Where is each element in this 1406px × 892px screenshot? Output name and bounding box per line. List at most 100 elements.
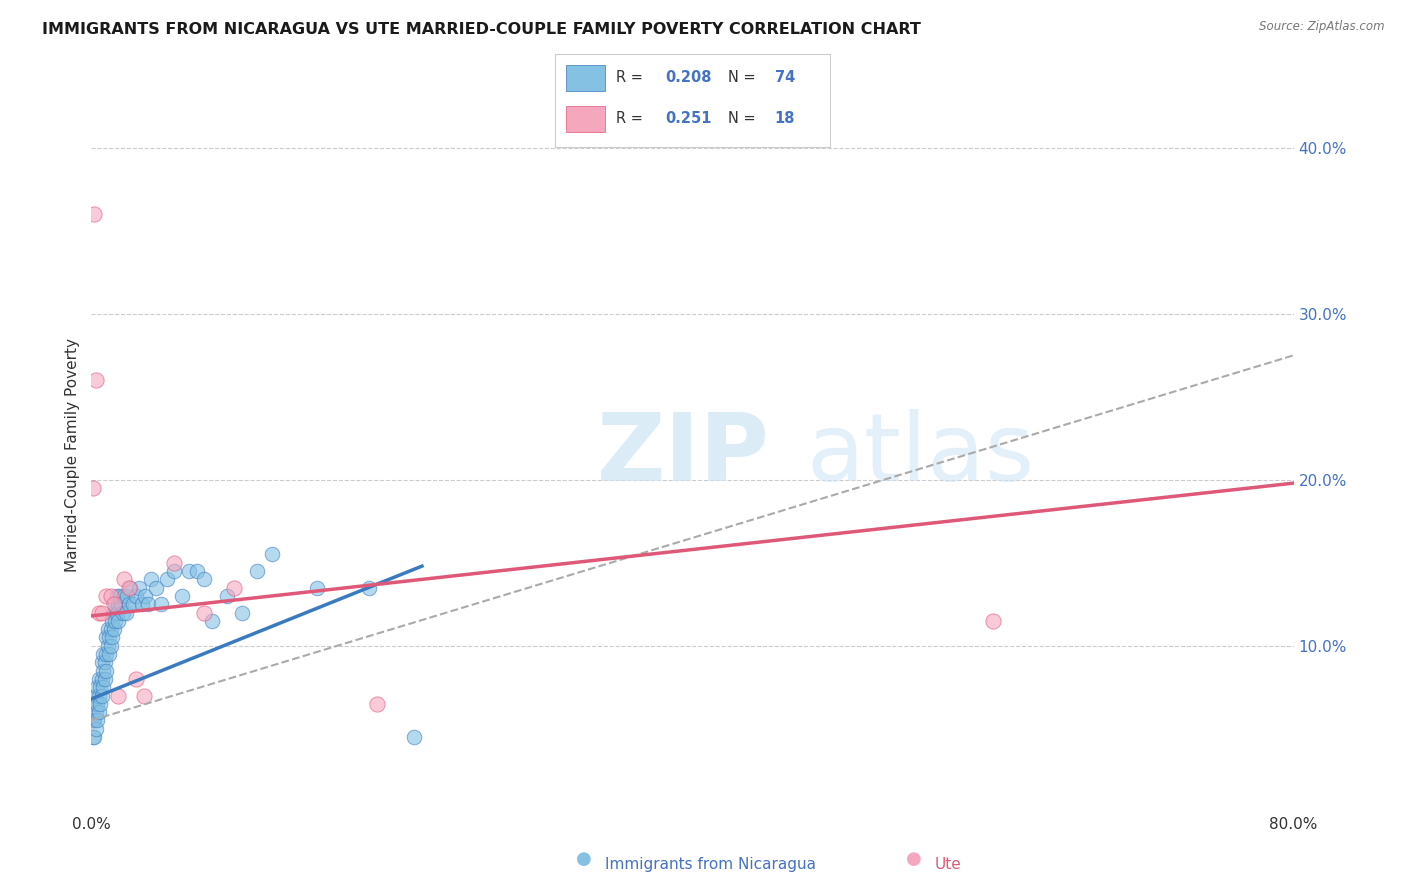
Point [141, 573, 163, 587]
Point [131, 597, 153, 611]
Point [82, 714, 104, 728]
Point [110, 597, 132, 611]
Point [359, 581, 381, 595]
Point [86, 714, 108, 728]
Point [132, 689, 155, 703]
Point [186, 564, 208, 578]
Point [138, 597, 160, 611]
Point [114, 589, 136, 603]
Point [98, 631, 121, 645]
Point [98, 647, 121, 661]
Point [83, 207, 105, 221]
Point [149, 597, 172, 611]
Point [118, 581, 141, 595]
Point [93, 664, 115, 678]
Point [260, 548, 283, 562]
Point [107, 614, 129, 628]
Bar [567, 65, 605, 91]
Point [96, 631, 118, 645]
Point [100, 639, 122, 653]
Point [104, 597, 127, 611]
Point [93, 680, 115, 694]
Point [93, 647, 115, 661]
Text: ●: ● [575, 850, 592, 868]
Point [193, 606, 215, 620]
Point [84, 722, 107, 736]
Point [128, 581, 150, 595]
Point [224, 581, 246, 595]
Point [94, 656, 117, 670]
Point [103, 606, 125, 620]
Point [96, 664, 118, 678]
Point [981, 614, 1004, 628]
Point [96, 647, 118, 661]
Text: ZIP: ZIP [596, 409, 769, 501]
Point [170, 589, 193, 603]
Point [84, 689, 107, 703]
Point [117, 589, 139, 603]
Bar [567, 106, 605, 132]
Point [87, 705, 110, 719]
Text: atlas: atlas [807, 409, 1035, 501]
Point [90, 689, 112, 703]
Point [84, 705, 107, 719]
Point [82, 481, 104, 495]
Text: Ute: Ute [935, 857, 962, 872]
Point [366, 697, 388, 711]
Point [107, 689, 129, 703]
Text: R =: R = [616, 112, 647, 126]
Point [120, 581, 142, 595]
Point [94, 672, 117, 686]
Point [97, 622, 120, 636]
Text: N =: N = [728, 112, 761, 126]
Point [82, 730, 104, 744]
Point [105, 606, 128, 620]
Point [87, 606, 110, 620]
Text: IMMIGRANTS FROM NICARAGUA VS UTE MARRIED-COUPLE FAMILY POVERTY CORRELATION CHART: IMMIGRANTS FROM NICARAGUA VS UTE MARRIED… [42, 22, 921, 37]
Point [111, 606, 134, 620]
Text: 0.251: 0.251 [665, 112, 711, 126]
Point [90, 606, 112, 620]
Point [96, 589, 118, 603]
Point [83, 714, 105, 728]
Point [107, 597, 129, 611]
Point [90, 672, 112, 686]
Text: 0.208: 0.208 [665, 70, 711, 85]
Point [103, 622, 125, 636]
Point [177, 564, 200, 578]
Point [89, 697, 111, 711]
Point [118, 597, 141, 611]
Point [246, 564, 269, 578]
Point [90, 656, 112, 670]
Y-axis label: Married-Couple Family Poverty: Married-Couple Family Poverty [65, 338, 80, 572]
Text: R =: R = [616, 70, 647, 85]
Point [125, 589, 148, 603]
Point [103, 597, 125, 611]
Point [101, 631, 124, 645]
Point [163, 564, 186, 578]
Point [305, 581, 328, 595]
Point [101, 614, 124, 628]
Point [108, 589, 131, 603]
Point [97, 639, 120, 653]
Point [134, 589, 156, 603]
Point [114, 573, 136, 587]
Point [125, 672, 148, 686]
Point [89, 680, 111, 694]
Point [231, 606, 253, 620]
Text: 74: 74 [775, 70, 794, 85]
Point [84, 373, 107, 387]
Text: Source: ZipAtlas.com: Source: ZipAtlas.com [1260, 20, 1385, 33]
Text: ●: ● [905, 850, 922, 868]
Point [193, 573, 215, 587]
Point [404, 730, 426, 744]
Point [104, 614, 127, 628]
Point [100, 622, 122, 636]
Point [105, 589, 128, 603]
Text: 18: 18 [775, 112, 796, 126]
Point [155, 573, 177, 587]
Point [83, 697, 105, 711]
Point [115, 606, 138, 620]
Point [87, 672, 110, 686]
Point [215, 589, 238, 603]
